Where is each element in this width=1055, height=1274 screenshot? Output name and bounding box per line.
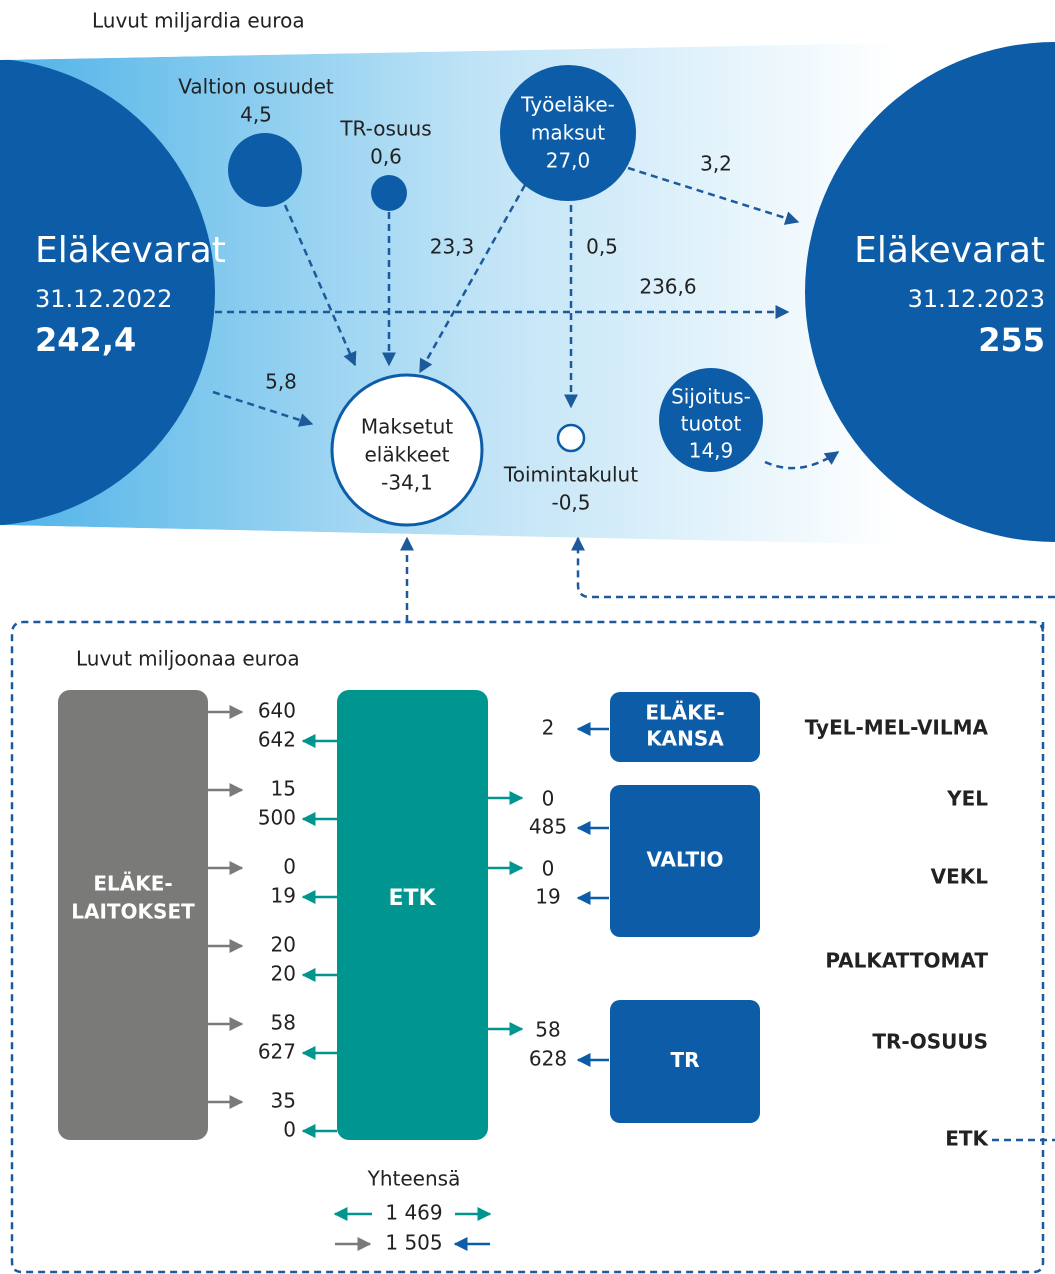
box-label: ELÄKE- xyxy=(93,872,172,896)
value: 627 xyxy=(258,1040,296,1064)
value: 0 xyxy=(542,857,555,881)
value: 642 xyxy=(258,728,296,752)
node-amount: 4,5 xyxy=(240,103,272,127)
arrow xyxy=(212,390,314,427)
entity-box xyxy=(610,692,760,762)
arrow xyxy=(571,536,1055,599)
unit: Luvut miljardia euroa xyxy=(92,9,305,33)
flow-label: 23,3 xyxy=(430,235,475,259)
value: 15 xyxy=(271,777,296,801)
node-amount: -34,1 xyxy=(381,471,433,495)
node-amount: -0,5 xyxy=(551,491,590,515)
start-title: Eläkevarat xyxy=(35,230,226,271)
top-arrows xyxy=(10,166,1055,1274)
node-amount: 0,6 xyxy=(370,145,402,169)
box-label: ETK xyxy=(388,886,436,911)
value: 485 xyxy=(529,815,567,839)
value: 2 xyxy=(542,716,555,740)
scheme-label: ETK xyxy=(945,1127,989,1151)
flow-label: 236,6 xyxy=(639,275,696,299)
end-title: Eläkevarat xyxy=(854,230,1045,271)
frame xyxy=(10,620,1045,1274)
end-circle xyxy=(805,42,1055,542)
scheme-label: PALKATTOMAT xyxy=(825,949,988,973)
unit: Luvut miljoonaa euroa xyxy=(76,647,300,671)
scheme-label: TR-OSUUS xyxy=(872,1030,988,1054)
total-value: 1 469 xyxy=(385,1201,442,1225)
value: 500 xyxy=(258,806,296,830)
institutions-box xyxy=(58,690,208,1140)
node-amount: 14,9 xyxy=(689,439,734,463)
entity-label: ELÄKE- xyxy=(645,701,724,725)
node-label: Työeläke- xyxy=(520,93,615,117)
entity-label: TR xyxy=(670,1048,699,1072)
value: 58 xyxy=(535,1018,560,1042)
value: 0 xyxy=(283,1118,296,1142)
node-label: eläkkeet xyxy=(364,443,449,467)
node-amount: 27,0 xyxy=(546,149,591,173)
arrow xyxy=(283,204,357,367)
entity-label: KANSA xyxy=(646,727,724,751)
entity-box xyxy=(610,785,760,937)
end-date: 31.12.2023 xyxy=(908,285,1045,313)
node-label: Maksetut xyxy=(361,415,453,439)
node xyxy=(371,175,407,211)
flow-label: 0,5 xyxy=(586,235,618,259)
end-amount: 255 xyxy=(978,321,1045,359)
start-amount: 242,4 xyxy=(35,321,136,359)
node-label: tuotot xyxy=(681,412,742,436)
scheme-label: VEKL xyxy=(931,865,989,889)
total-label: Yhteensä xyxy=(367,1167,461,1191)
node xyxy=(659,368,763,472)
node xyxy=(556,423,586,453)
node-label: Valtion osuudet xyxy=(178,75,334,99)
node xyxy=(330,373,484,527)
value: 0 xyxy=(283,855,296,879)
node xyxy=(500,65,636,201)
flow-label: 3,2 xyxy=(700,152,732,176)
value: 0 xyxy=(542,787,555,811)
box-label: LAITOKSET xyxy=(71,900,195,924)
entity-label: VALTIO xyxy=(646,848,723,872)
scheme-label: TyEL-MEL-VILMA xyxy=(805,716,989,740)
value: 20 xyxy=(271,962,296,986)
entity-box xyxy=(610,1000,760,1123)
etk-box xyxy=(337,690,488,1140)
scheme-label: YEL xyxy=(946,787,988,811)
node xyxy=(228,133,302,207)
node-label: Toimintakulut xyxy=(503,463,638,487)
start-date: 31.12.2022 xyxy=(35,285,172,313)
value: 35 xyxy=(271,1089,296,1113)
value: 20 xyxy=(271,933,296,957)
value: 640 xyxy=(258,699,296,723)
node-label: Sijoitus- xyxy=(671,385,751,409)
value: 19 xyxy=(271,884,296,908)
total-value: 1 505 xyxy=(385,1231,442,1255)
value: 19 xyxy=(535,885,560,909)
flow-label: 5,8 xyxy=(265,370,297,394)
value: 58 xyxy=(271,1011,296,1035)
node-label: TR-osuus xyxy=(339,117,431,141)
start-circle xyxy=(0,58,215,526)
value: 628 xyxy=(529,1047,567,1071)
node-label: maksut xyxy=(531,121,605,145)
arrow xyxy=(627,166,800,225)
arrow xyxy=(764,450,840,470)
